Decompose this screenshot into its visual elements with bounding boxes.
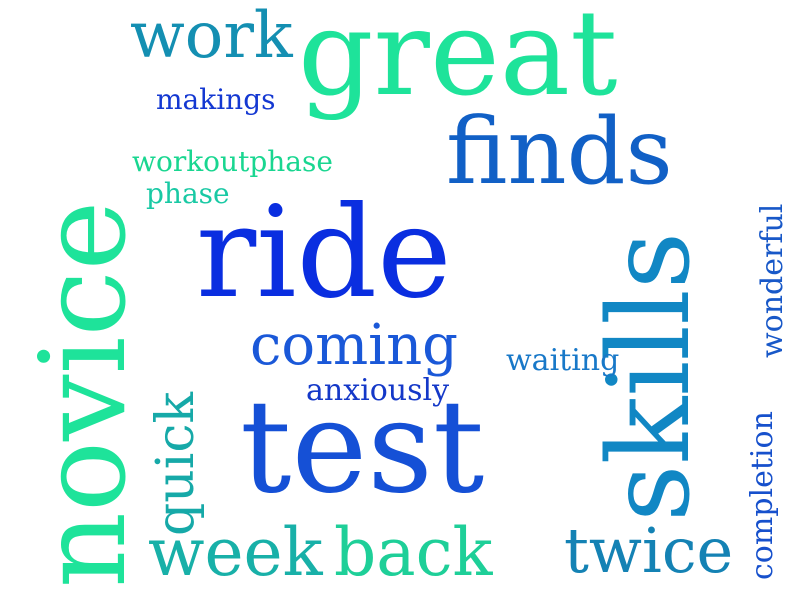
word-waiting: waiting	[506, 343, 620, 378]
word-finds: finds	[446, 98, 673, 205]
word-coming: coming	[250, 313, 459, 378]
word-makings: makings	[156, 83, 276, 116]
word-anxiously: anxiously	[306, 373, 450, 408]
word-twice: twice	[564, 514, 734, 587]
word-test: test	[240, 373, 485, 522]
word-week: week	[148, 514, 323, 591]
word-completion: completion	[745, 411, 780, 580]
word-workoutphase: workoutphase	[132, 145, 333, 178]
word-novice: novice	[14, 200, 152, 588]
word-great: great	[298, 0, 618, 122]
word-wonderful: wonderful	[755, 203, 790, 358]
word-back: back	[334, 514, 493, 591]
word-phase: phase	[146, 177, 230, 210]
word-ride: ride	[196, 179, 452, 326]
word-work: work	[130, 0, 293, 73]
